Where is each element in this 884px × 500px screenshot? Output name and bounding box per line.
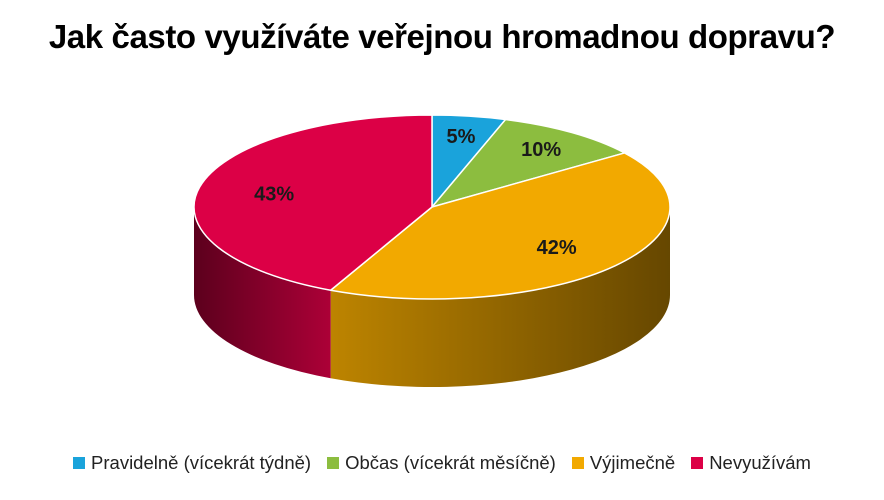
legend-swatch (691, 457, 704, 469)
chart-title: Jak často využíváte veřejnou hromadnou d… (48, 18, 836, 55)
legend-item-nevyuzivam: Nevyužívám (691, 452, 811, 474)
pie-slice-1 (431, 118, 626, 208)
legend-label: Občas (vícekrát měsíčně) (345, 452, 556, 473)
legend-label: Pravidelně (vícekrát týdně) (91, 452, 312, 473)
legend: Pravidelně (vícekrát týdně) Občas (vícek… (0, 452, 884, 474)
legend-item-pravidelne: Pravidelně (vícekrát týdně) (73, 452, 311, 474)
pie-data-label-0: 5% (447, 126, 476, 148)
legend-label: Nevyužívám (709, 452, 811, 473)
legend-swatch (73, 457, 86, 469)
pie-side-2 (330, 207, 670, 387)
pie-data-label-3: 43% (254, 183, 294, 205)
legend-swatch (327, 457, 340, 469)
legend-label: Výjimečně (589, 452, 676, 473)
pie-data-label-1: 10% (521, 139, 561, 161)
legend-item-obcas: Občas (vícekrát měsíčně) (327, 452, 556, 474)
pie-slice-3 (193, 114, 433, 291)
pie-side-3 (194, 207, 331, 379)
pie-slice-2 (329, 152, 671, 300)
legend-swatch (571, 457, 584, 469)
legend-item-vyjimecne: Výjimečně (571, 452, 676, 474)
pie-data-label-2: 42% (537, 237, 577, 259)
